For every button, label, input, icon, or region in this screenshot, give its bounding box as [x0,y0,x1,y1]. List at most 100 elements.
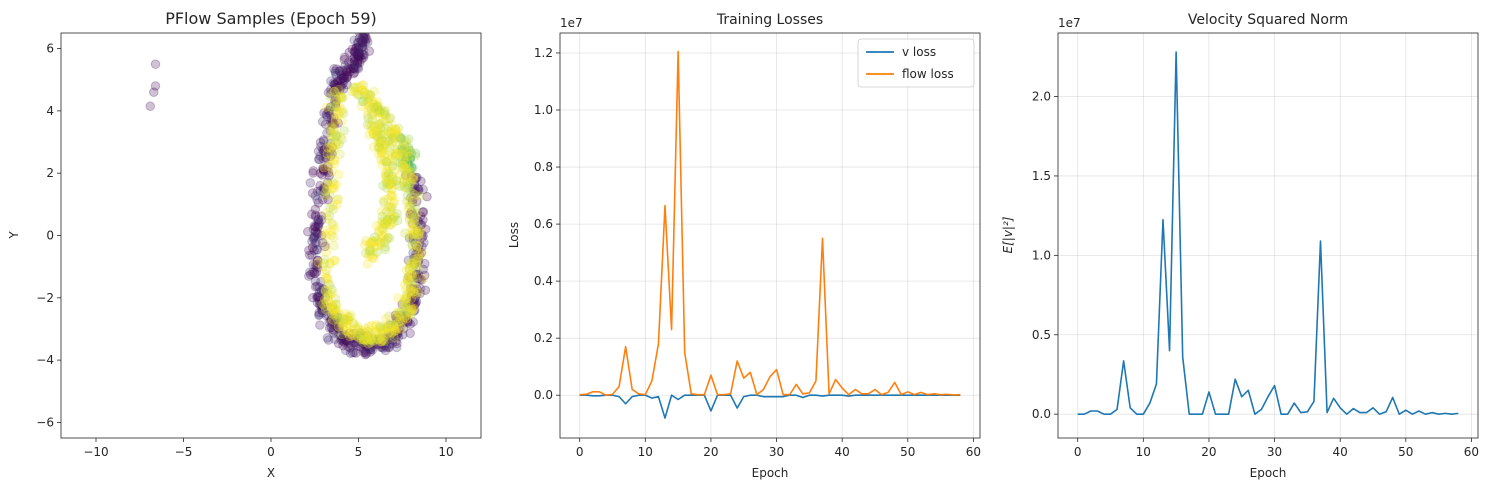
scatter-point [390,331,401,341]
scatter-point [349,337,360,348]
scatter-point [324,323,335,333]
scatter-point [410,305,420,315]
scatter-point [400,158,411,168]
scatter-point [401,265,412,275]
scatter-point [375,321,386,332]
scatter-point [397,159,408,169]
scatter-point [378,143,388,153]
scatter-point [363,326,374,337]
scatter-point [407,162,418,173]
scatter-point [331,299,341,310]
scatter-point [410,299,420,310]
scatter-point [366,320,377,331]
scatter-point [406,206,417,217]
scatter-point [410,283,421,294]
scatter-point [400,299,411,309]
scatter-point [332,199,343,210]
scatter-point [371,241,382,251]
scatter-point [353,43,364,54]
scatter-point [353,42,363,53]
scatter-point [381,171,392,182]
scatter-point [323,293,333,304]
scatter-point [413,257,423,267]
scatter-point [373,108,384,118]
scatter-point [358,343,369,354]
losses-legend: v loss flow loss [857,38,975,88]
scatter-point [413,216,424,227]
scatter-point [392,323,403,334]
scatter-point [383,167,394,178]
scatter-point [316,141,326,152]
scatter-point [369,99,380,109]
scatter-point [366,333,377,344]
scatter-point [363,339,373,349]
scatter-point [374,107,385,118]
scatter-point [365,90,376,101]
y-tick-label: −2 [36,291,54,305]
scatter-point [351,337,362,347]
scatter-point [313,215,323,226]
scatter-point [393,308,404,318]
scatter-point [405,285,416,295]
scatter-point [317,305,328,316]
scatter-point [312,228,323,239]
scatter-point [339,334,349,344]
scatter-point [330,129,341,140]
scatter-point [415,274,425,285]
scatter-point [406,302,417,313]
scatter-point [349,35,360,46]
losses-subplot: 0 10 20 30 40 50 60 0.00.20.40.60.81.01.2 1e7 … [507,12,981,480]
scatter-point [326,149,337,160]
scatter-point [387,202,397,212]
scatter-point [313,214,324,225]
scatter-point [326,113,337,124]
scatter-point [369,242,379,253]
scatter-point [407,233,418,243]
scatter-point [371,121,382,131]
scatter-point [329,183,339,194]
scatter-point [391,325,401,336]
scatter-point [331,304,342,314]
scatter-point [392,131,402,141]
scatter-point [354,82,365,92]
scatter-point [397,146,407,157]
scatter-point [377,211,387,222]
scatter-point [327,149,337,159]
scatter-point [323,288,333,299]
scatter-point [341,336,352,346]
scatter-point [337,116,347,126]
scatter-point [322,214,333,224]
velocity-x-ticks: 0 10 20 30 40 50 60 [1074,438,1479,459]
scatter-point [374,136,385,147]
scatter-point [314,310,324,321]
scatter-point [311,261,322,272]
scatter-point [344,47,355,58]
scatter-point [422,191,432,202]
scatter-point [318,164,328,174]
scatter-point [343,341,353,352]
losses-y-ticks: 0.0 0.2 0.4 0.6 0.8 1.0 1.2 [534,46,560,402]
scatter-point [377,334,388,345]
scatter-point [384,179,395,190]
scatter-point [328,123,339,134]
scatter-point [411,242,422,252]
scatter-point [406,177,416,188]
scatter-point [351,348,361,358]
scatter-point [325,125,335,136]
scatter-point [331,139,342,150]
scatter-point [387,328,397,338]
scatter-point [348,63,359,74]
scatter-point [405,319,416,329]
scatter-point [328,204,339,215]
scatter-point [377,114,388,124]
scatter-point [370,103,381,113]
scatter-point [419,270,430,281]
scatter-point [392,307,403,317]
scatter-point [329,64,339,74]
scatter-point [414,250,425,260]
scatter-point [393,149,404,159]
scatter-point [360,33,371,41]
scatter-point [388,124,399,134]
scatter-point [416,229,427,240]
scatter-point [373,334,383,344]
